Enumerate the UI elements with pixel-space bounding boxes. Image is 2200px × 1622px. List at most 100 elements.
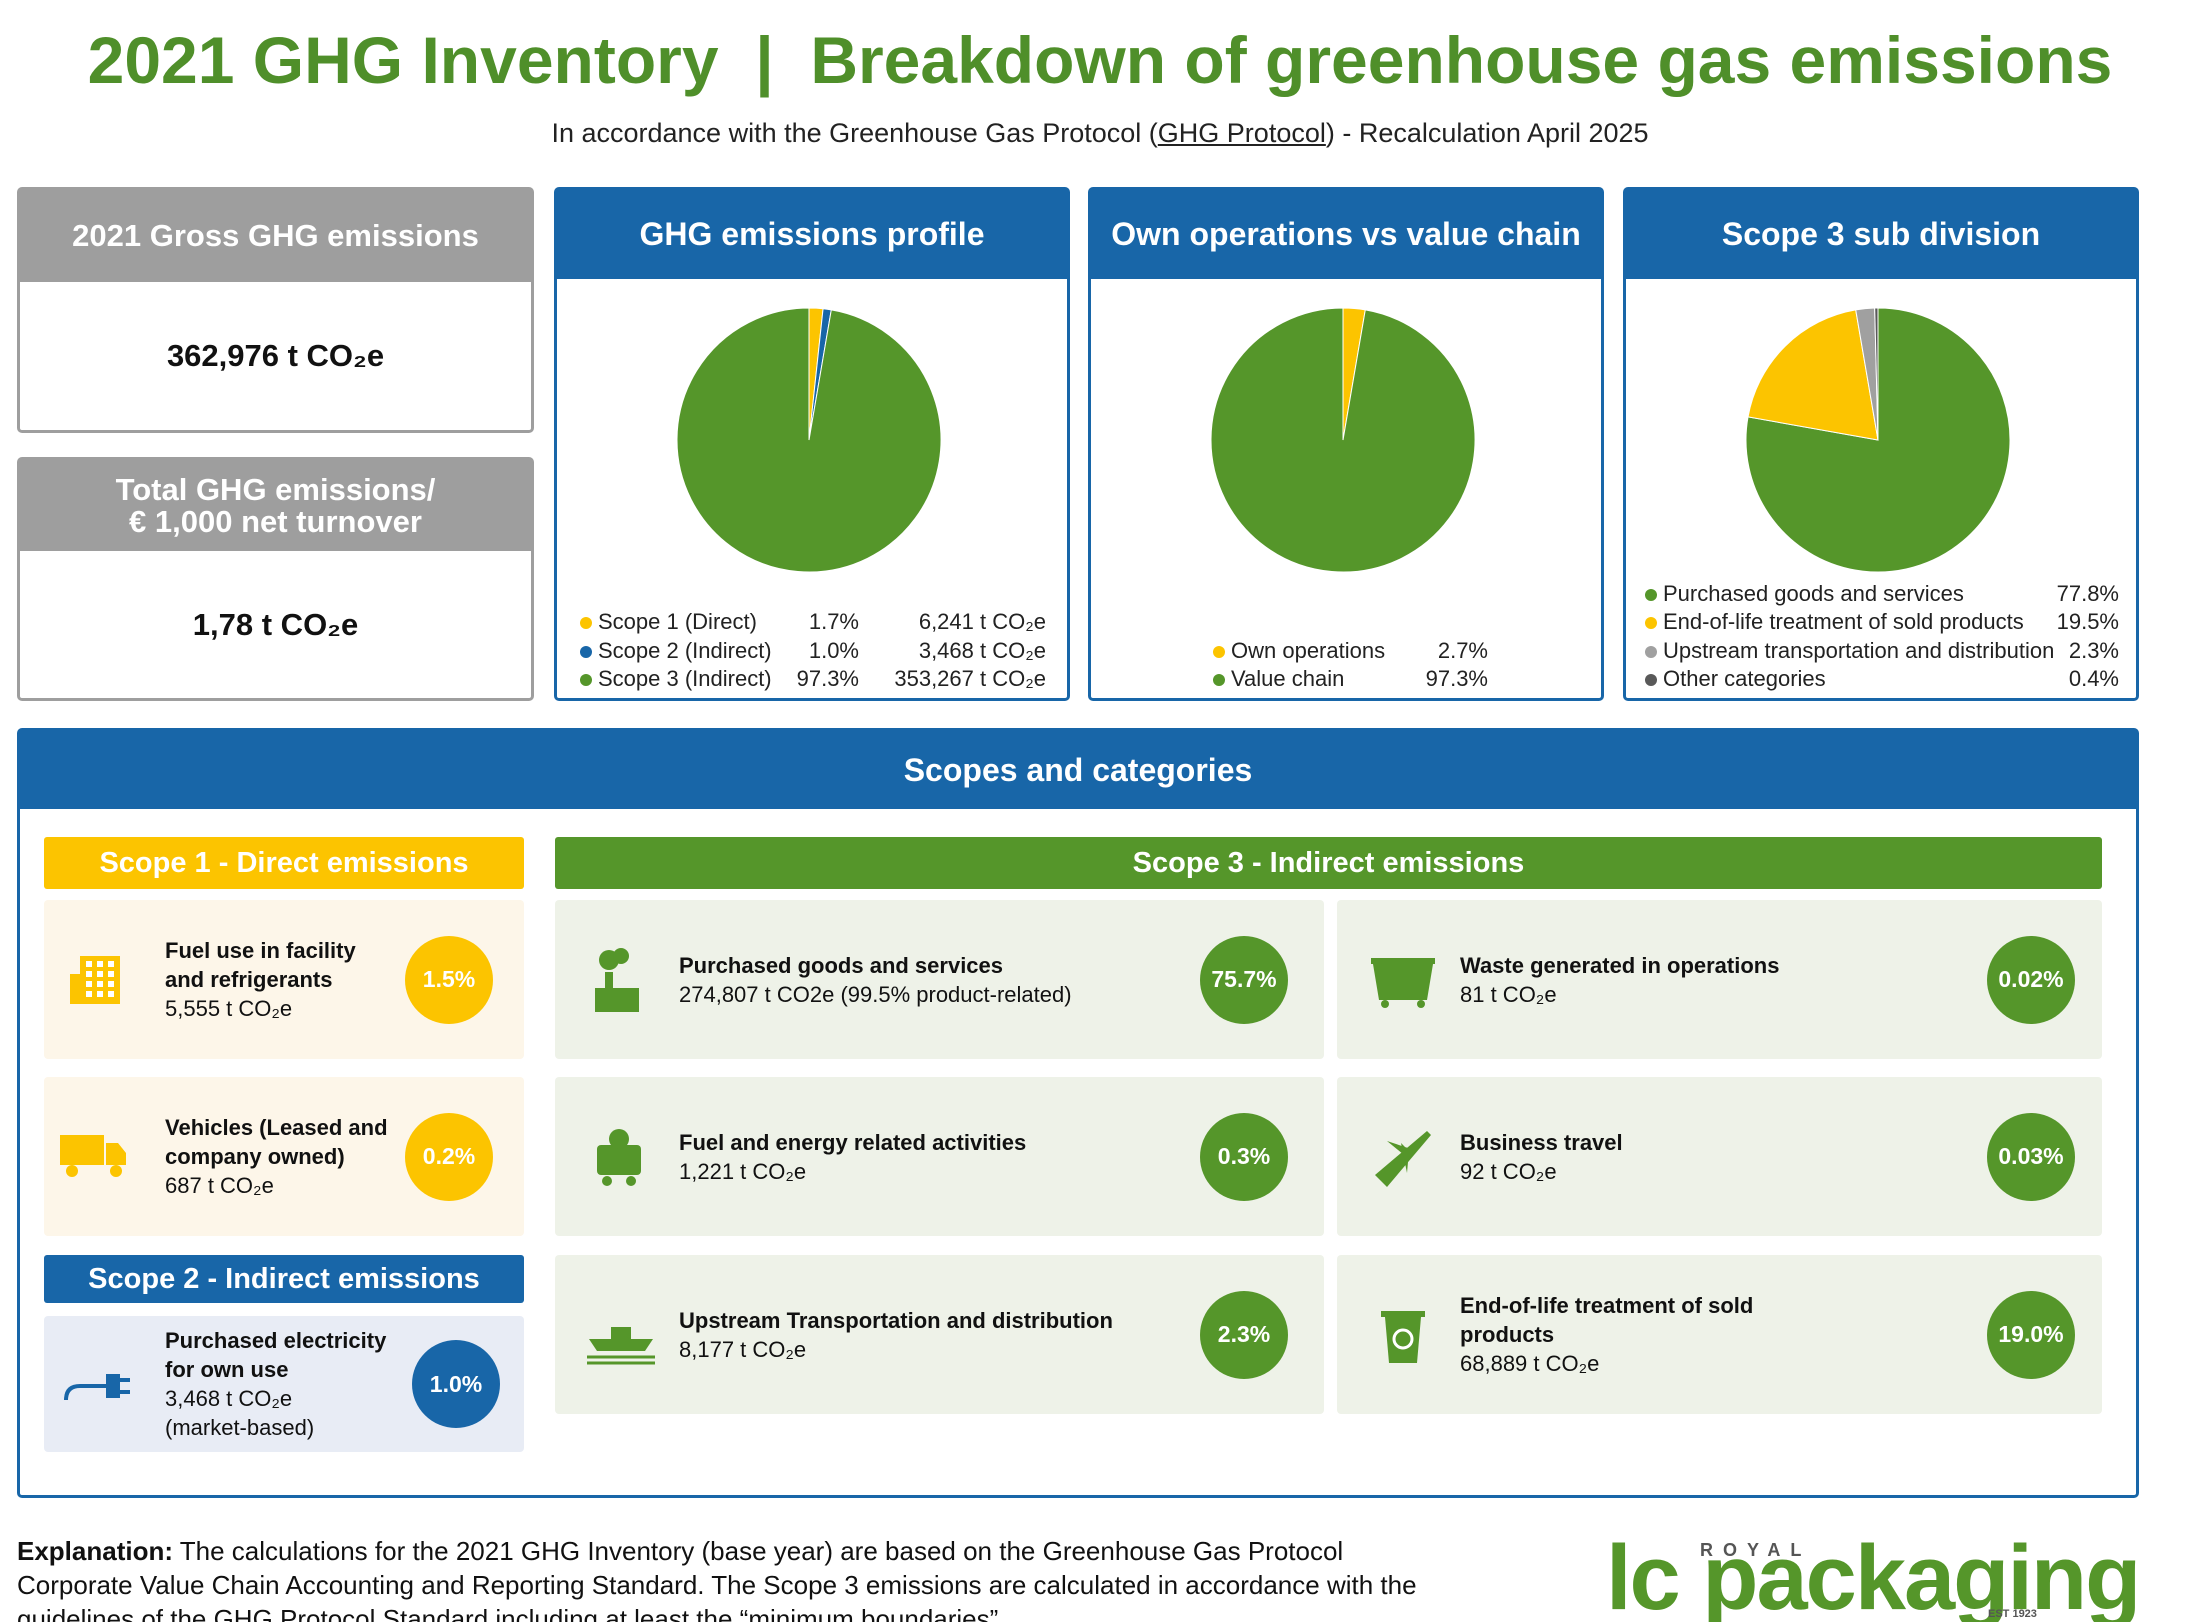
card-text: Waste generated in operations 81 t CO₂e bbox=[1460, 900, 1800, 1059]
legend-label: Scope 3 (Indirect) bbox=[598, 666, 772, 691]
subtitle: In accordance with the Greenhouse Gas Pr… bbox=[0, 118, 2200, 149]
emission-card: Purchased electricity for own use 3,468 t… bbox=[44, 1316, 524, 1452]
card-amount: 687 t CO₂e bbox=[165, 1173, 274, 1198]
chart-panel: Own operations vs value chain bbox=[1088, 187, 1604, 701]
card-amount: 3,468 t CO₂e bbox=[165, 1386, 293, 1411]
legend-swatch bbox=[1645, 674, 1657, 686]
explanation-lead: Explanation: bbox=[17, 1536, 174, 1566]
card-icon bbox=[597, 1128, 641, 1186]
legend-swatch bbox=[580, 645, 592, 658]
card-note: (market-based) bbox=[165, 1415, 315, 1440]
legend-value: 1.0% bbox=[808, 637, 859, 663]
card-label: Purchased goods and services bbox=[679, 952, 1004, 978]
subtitle-text: ) - Recalculation April 2025 bbox=[1325, 118, 1649, 148]
legend-label: Purchased goods and services bbox=[1663, 580, 1964, 606]
legend-label: Scope 1 (Direct) bbox=[598, 609, 757, 634]
legend-value: 1.7% bbox=[808, 609, 859, 634]
legend-dot bbox=[1645, 588, 1657, 601]
summary-box: Total GHG emissions/ € 1,000 net turnove… bbox=[17, 457, 534, 701]
legend-dot bbox=[1213, 674, 1225, 686]
share-badge: 0.3% bbox=[1200, 1112, 1288, 1201]
card-amount: 68,889 t CO₂e bbox=[1460, 1351, 1600, 1376]
summary-value: 362,976 t CO₂e bbox=[166, 338, 385, 373]
card-icon bbox=[1375, 1130, 1431, 1187]
legend-amount: 3,468 t CO₂e bbox=[918, 637, 1046, 663]
legend-dot bbox=[1213, 645, 1225, 658]
legend-label: Value chain bbox=[1231, 666, 1345, 691]
legend-label: Upstream transportation and distribution bbox=[1663, 637, 2055, 663]
legend-value: 2.3% bbox=[2068, 637, 2119, 663]
emission-card: Purchased goods and services 274,807 t CO… bbox=[555, 900, 1324, 1059]
explanation-text: The calculations for the 2021 GHG Invent… bbox=[17, 1536, 1417, 1622]
card-amount: 81 t CO₂e bbox=[1460, 981, 1557, 1007]
chart-title: Own operations vs value chain bbox=[1091, 190, 1601, 279]
card-label: Waste generated in operations bbox=[1460, 952, 1780, 978]
card-amount: 274,807 t CO2e (99.5% product-related) bbox=[679, 981, 1072, 1007]
page-title: 2021 GHG Inventory | Breakdown of greenh… bbox=[87, 23, 2113, 97]
card-icon bbox=[595, 947, 639, 1012]
chart-title: Scope 3 sub division bbox=[1626, 190, 2136, 279]
share-badge: 1.0% bbox=[412, 1340, 500, 1428]
chart-panel: GHG emissions profile bbox=[554, 187, 1070, 701]
scope1-header: Scope 1 - Direct emissions bbox=[44, 837, 524, 889]
share-badge: 0.02% bbox=[1987, 935, 2075, 1024]
legend-dot bbox=[1645, 674, 1657, 686]
emission-card: Upstream Transportation and distribution… bbox=[555, 1255, 1324, 1414]
legend-dot bbox=[580, 617, 592, 629]
legend-value: 2.7% bbox=[1437, 637, 1488, 663]
card-icon bbox=[60, 1134, 126, 1177]
card-amount: 92 t CO₂e bbox=[1460, 1158, 1557, 1184]
card-label: Purchased electricity for own use bbox=[165, 1328, 387, 1382]
legend-dot bbox=[580, 674, 592, 686]
legend-label: End-of-life treatment of sold products bbox=[1663, 609, 2024, 634]
card-icon bbox=[70, 955, 120, 1004]
card-text: Upstream Transportation and distribution… bbox=[679, 1255, 1199, 1414]
summary-header: 2021 Gross GHG emissions bbox=[20, 190, 531, 282]
card-icon bbox=[64, 1374, 130, 1401]
card-amount: 5,555 t CO₂e bbox=[165, 996, 293, 1021]
card-icon bbox=[1371, 957, 1435, 1008]
card-icon bbox=[1381, 1310, 1425, 1363]
legend-amount: 353,267 t CO₂e bbox=[894, 666, 1046, 691]
legend-swatch bbox=[1213, 645, 1225, 658]
legend-value: 0.4% bbox=[2068, 666, 2119, 691]
emission-card: End-of-life treatment of sold products 68… bbox=[1337, 1255, 2102, 1414]
scopes-title: Scopes and categories bbox=[20, 731, 2136, 809]
chart-title: GHG emissions profile bbox=[557, 190, 1067, 279]
card-text: End-of-life treatment of sold products 68… bbox=[1460, 1255, 1800, 1414]
legend-swatch bbox=[580, 617, 592, 629]
card-amount: 1,221 t CO₂e bbox=[679, 1158, 807, 1184]
legend-value: 97.3% bbox=[796, 666, 859, 691]
card-label: Vehicles (Leased and company owned) bbox=[165, 1115, 388, 1169]
card-text: Vehicles (Leased and company owned) 687 t… bbox=[165, 1077, 405, 1236]
emission-card: Fuel and energy related activities 1,221 … bbox=[555, 1077, 1324, 1236]
legend-dot bbox=[1645, 645, 1657, 658]
legend-label: Scope 2 (Indirect) bbox=[598, 637, 772, 663]
subtitle-text: In accordance with the Greenhouse Gas Pr… bbox=[551, 118, 1158, 148]
logo-royal: ROYAL bbox=[1700, 1540, 1812, 1560]
subtitle-link[interactable]: GHG Protocol bbox=[1157, 118, 1326, 148]
emission-card: Business travel 92 t CO₂e 0.03% bbox=[1337, 1077, 2102, 1236]
chart-panel: Scope 3 sub division bbox=[1623, 187, 2139, 701]
emission-card: Waste generated in operations 81 t CO₂e 0.… bbox=[1337, 900, 2102, 1059]
logo-name: lc packaging bbox=[1606, 1527, 2141, 1622]
card-text: Purchased electricity for own use 3,468 t… bbox=[165, 1316, 405, 1452]
card-label: Business travel bbox=[1460, 1129, 1623, 1155]
logo-est: EST 1923 bbox=[1988, 1608, 2037, 1620]
share-badge: 0.2% bbox=[405, 1112, 493, 1201]
card-text: Business travel 92 t CO₂e bbox=[1460, 1077, 1800, 1236]
card-icon bbox=[587, 1326, 655, 1364]
scope2-header: Scope 2 - Indirect emissions bbox=[44, 1255, 524, 1303]
legend-swatch bbox=[1645, 645, 1657, 658]
emission-card: Vehicles (Leased and company owned) 687 t… bbox=[44, 1077, 524, 1236]
card-text: Fuel use in facility and refrigerants 5,5… bbox=[165, 900, 395, 1059]
card-label: Fuel and energy related activities bbox=[679, 1129, 1027, 1155]
legend-swatch bbox=[1213, 674, 1225, 686]
scope3-header: Scope 3 - Indirect emissions bbox=[555, 837, 2102, 889]
legend-dot bbox=[1645, 617, 1657, 629]
card-amount: 8,177 t CO₂e bbox=[679, 1336, 807, 1362]
summary-box: 2021 Gross GHG emissions 362,976 t CO₂e bbox=[17, 187, 534, 433]
card-label: Fuel use in facility and refrigerants bbox=[165, 938, 356, 992]
legend-amount: 6,241 t CO₂e bbox=[918, 609, 1046, 634]
